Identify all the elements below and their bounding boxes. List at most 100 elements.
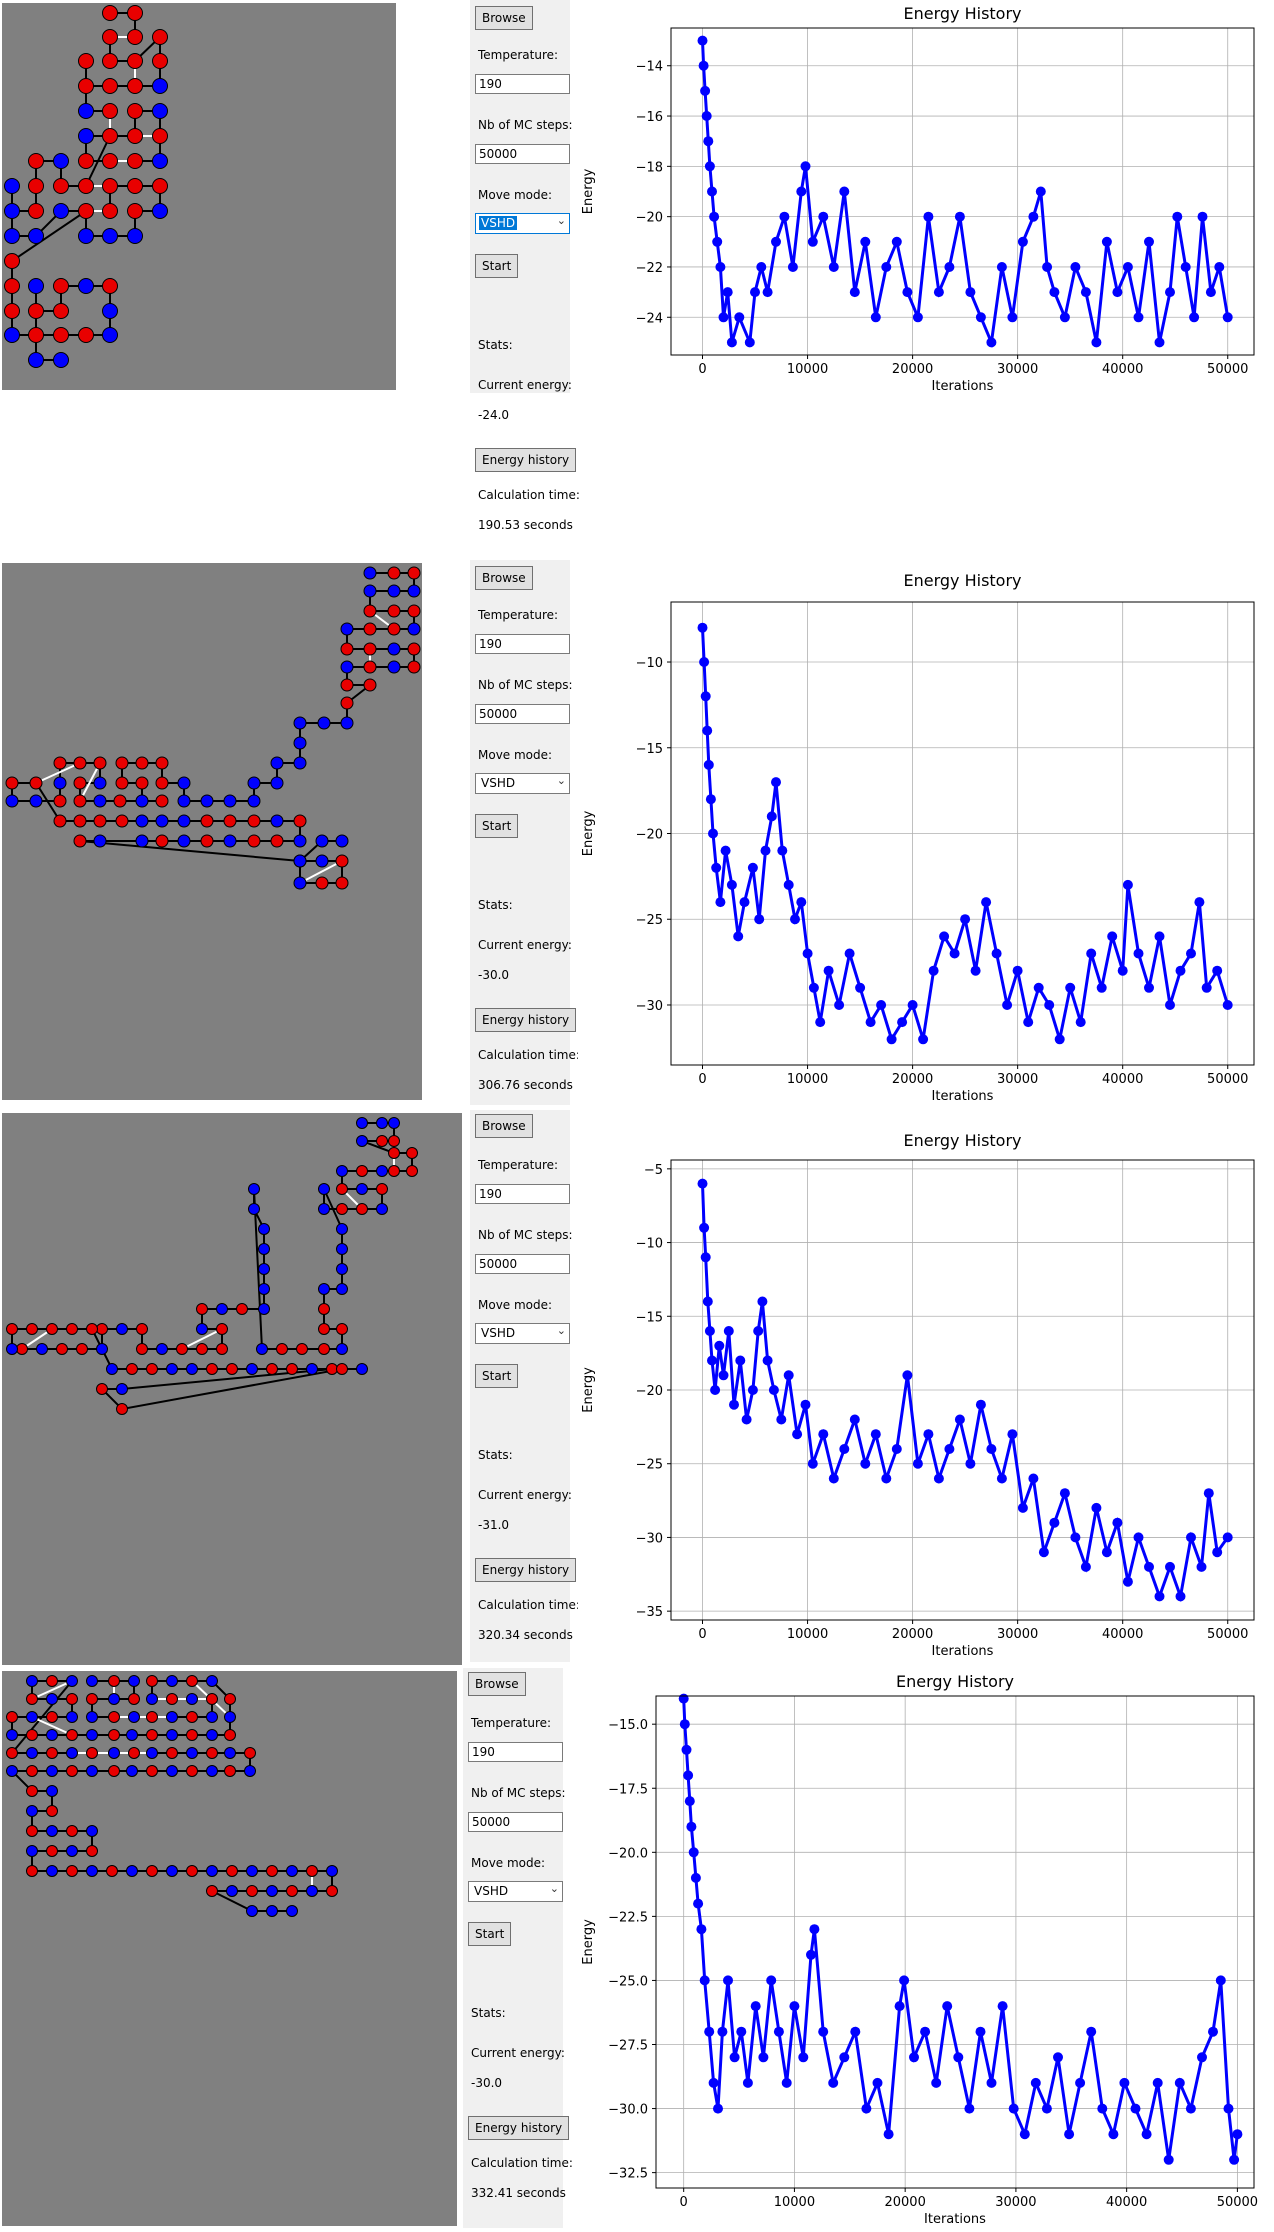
residue [363,642,377,656]
residue [136,1323,148,1335]
x-tick-label: 30000 [997,1627,1038,1642]
steps-input[interactable]: 50000 [475,1254,570,1274]
residue [46,1323,58,1335]
residue [86,1711,98,1723]
residue [387,584,401,598]
residue [93,814,107,828]
residue [53,814,67,828]
residue [46,1825,58,1837]
steps-label: Nb of MC steps: [471,1786,566,1800]
data-point [897,1017,908,1028]
residue [270,756,284,770]
data-point [1122,262,1133,272]
energy-history-button[interactable]: Energy history [468,2116,570,2140]
energy-history-button[interactable]: Energy history [475,1008,577,1032]
data-point [709,211,720,222]
start-button[interactable]: Start [475,1364,519,1388]
data-point [860,1458,871,1469]
residue [6,1711,18,1723]
steps-input[interactable]: 50000 [475,704,570,724]
move-mode-select[interactable]: VSHD ⌄ [475,773,570,794]
energy-history-chart-2: 0 10000 20000 30000 40000 50000 −30 −25 −20 −15 −1… [578,560,1274,1105]
data-point [747,862,758,873]
move-mode-select[interactable]: VSHD ⌄ [475,213,570,234]
residue [108,1747,120,1759]
energy-history-chart-3: 0 10000 20000 30000 40000 50000 −35 −30 −25 −20 −1… [578,1110,1274,1662]
move-mode-label: Move mode: [471,1856,546,1870]
y-tick-label: −15 [636,742,663,757]
residue [206,1693,218,1705]
data-point [809,1924,820,1935]
data-point [1028,211,1039,222]
residue [258,1263,270,1275]
residue [236,1303,248,1315]
data-point [1019,2129,1030,2140]
residue [155,794,169,808]
browse-button[interactable]: Browse [475,6,533,30]
current-energy-value: -24.0 [478,408,510,422]
data-point [1223,2103,1234,2114]
residue [16,1343,28,1355]
current-energy-label: Current energy: [478,938,572,952]
steps-input[interactable]: 50000 [475,144,570,164]
data-point [700,85,711,96]
residue [128,1693,140,1705]
residue [387,622,401,636]
data-point [681,1744,692,1755]
data-point [1144,982,1154,993]
data-point [700,1252,711,1263]
residue [296,1343,308,1355]
browse-button[interactable]: Browse [468,1672,526,1696]
temperature-input[interactable]: 190 [475,74,570,94]
energy-history-button[interactable]: Energy history [475,1558,577,1582]
start-button[interactable]: Start [475,814,519,838]
controls-2: Browse Temperature: 190 Nb of MC steps: … [470,560,580,1105]
temperature-input[interactable]: 190 [475,1184,570,1204]
start-button[interactable]: Start [468,1922,512,1946]
move-mode-value: VSHD [474,1884,509,1898]
residue [186,1693,198,1705]
data-point [1086,948,1097,959]
data-point [1107,931,1118,942]
data-point [839,2052,850,2063]
residue [315,854,329,868]
temperature-input[interactable]: 190 [475,634,570,654]
move-mode-value: VSHD [481,776,516,790]
steps-input[interactable]: 50000 [468,1812,563,1832]
residue [224,1747,236,1759]
data-point [1041,2103,1052,2114]
residue [406,1147,418,1159]
data-point [818,1429,829,1440]
residue [186,1747,198,1759]
browse-button[interactable]: Browse [475,1114,533,1138]
residue [166,1711,178,1723]
residue [293,876,307,890]
data-point [1172,211,1183,222]
residue [293,854,307,868]
x-tick-label: 10000 [787,1072,828,1087]
x-tick-label: 10000 [787,1627,828,1642]
start-button[interactable]: Start [475,254,519,278]
data-point [960,914,971,925]
residue [186,1765,198,1777]
move-mode-label: Move mode: [478,1298,553,1312]
energy-history-button[interactable]: Energy history [475,448,577,472]
temperature-input[interactable]: 190 [468,1742,563,1762]
move-mode-label: Move mode: [478,748,553,762]
data-point [986,2077,997,2088]
data-point [702,725,713,736]
data-point [834,1000,845,1010]
chart-title: Energy History [903,1131,1021,1150]
residue [247,776,261,790]
residue [126,1865,138,1877]
move-mode-select[interactable]: VSHD ⌄ [468,1881,563,1902]
chart-svg: 0 10000 20000 30000 40000 50000 −32.5 −30.0 −27.… [578,1668,1274,2228]
data-point [713,2103,723,2114]
move-mode-select[interactable]: VSHD ⌄ [475,1323,570,1344]
residue [46,1785,58,1797]
data-point [762,1355,773,1366]
x-tick-label: 10000 [787,362,828,377]
residue [96,1323,108,1335]
browse-button[interactable]: Browse [475,566,533,590]
residue [66,1845,78,1857]
